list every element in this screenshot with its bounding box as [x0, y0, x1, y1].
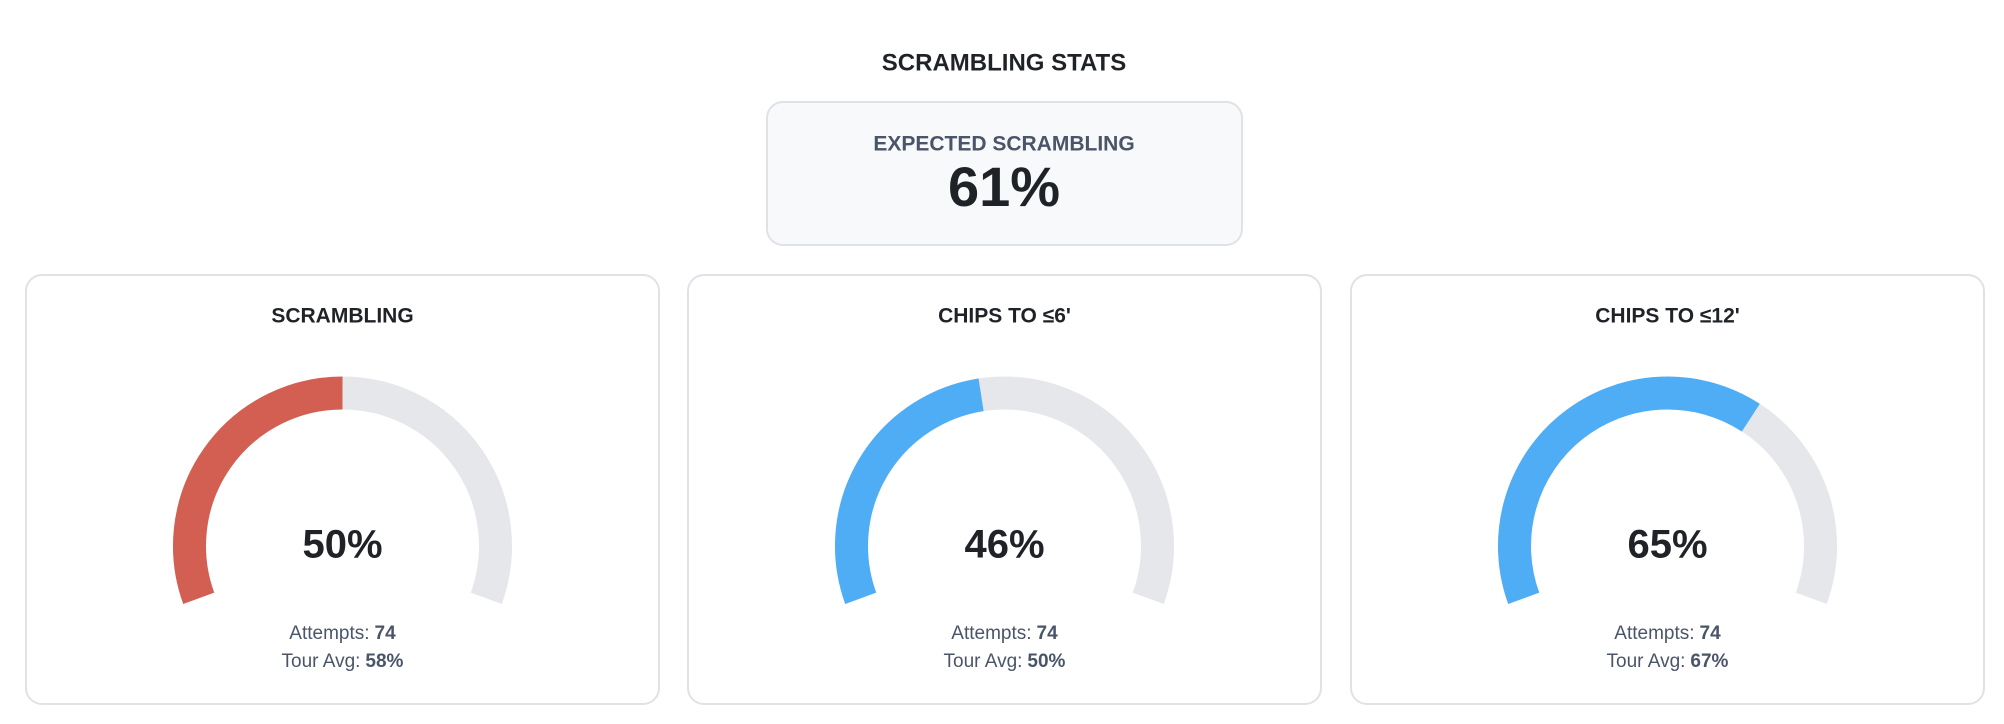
page-title: SCRAMBLING STATS [882, 49, 1126, 76]
attempts-label: Attempts: [951, 623, 1031, 644]
gauge-fill [173, 376, 343, 604]
tour-avg-line: Tour Avg: 58% [282, 651, 404, 672]
tour-avg-value: 58% [365, 651, 403, 672]
attempts-value: 74 [1037, 623, 1059, 644]
gauge-title: CHIPS TO ≤6' [938, 305, 1071, 328]
gauge-value: 65% [1627, 523, 1707, 567]
gauge-value: 50% [302, 523, 382, 567]
gauge-title: SCRAMBLING [271, 305, 413, 328]
attempts-label: Attempts: [289, 623, 369, 644]
attempts-label: Attempts: [1614, 623, 1694, 644]
tour-avg-value: 67% [1690, 651, 1728, 672]
expected-label: EXPECTED SCRAMBLING [873, 133, 1134, 156]
tour-avg-line: Tour Avg: 67% [1607, 651, 1729, 672]
gauge-fill [835, 378, 984, 604]
gauge-fill [1498, 376, 1760, 604]
expected-box [766, 101, 1243, 246]
tour-avg-value: 50% [1027, 651, 1065, 672]
tour-avg-label: Tour Avg: [1607, 651, 1686, 672]
tour-avg-label: Tour Avg: [944, 651, 1023, 672]
tour-avg-label: Tour Avg: [282, 651, 361, 672]
attempts-line: Attempts: 74 [951, 623, 1058, 644]
gauge-value: 46% [964, 523, 1044, 567]
attempts-value: 74 [375, 623, 397, 644]
tour-avg-line: Tour Avg: 50% [944, 651, 1066, 672]
gauge-title: CHIPS TO ≤12' [1595, 305, 1740, 328]
attempts-line: Attempts: 74 [289, 623, 396, 644]
expected-value: 61% [948, 155, 1060, 218]
attempts-line: Attempts: 74 [1614, 623, 1721, 644]
attempts-value: 74 [1700, 623, 1722, 644]
